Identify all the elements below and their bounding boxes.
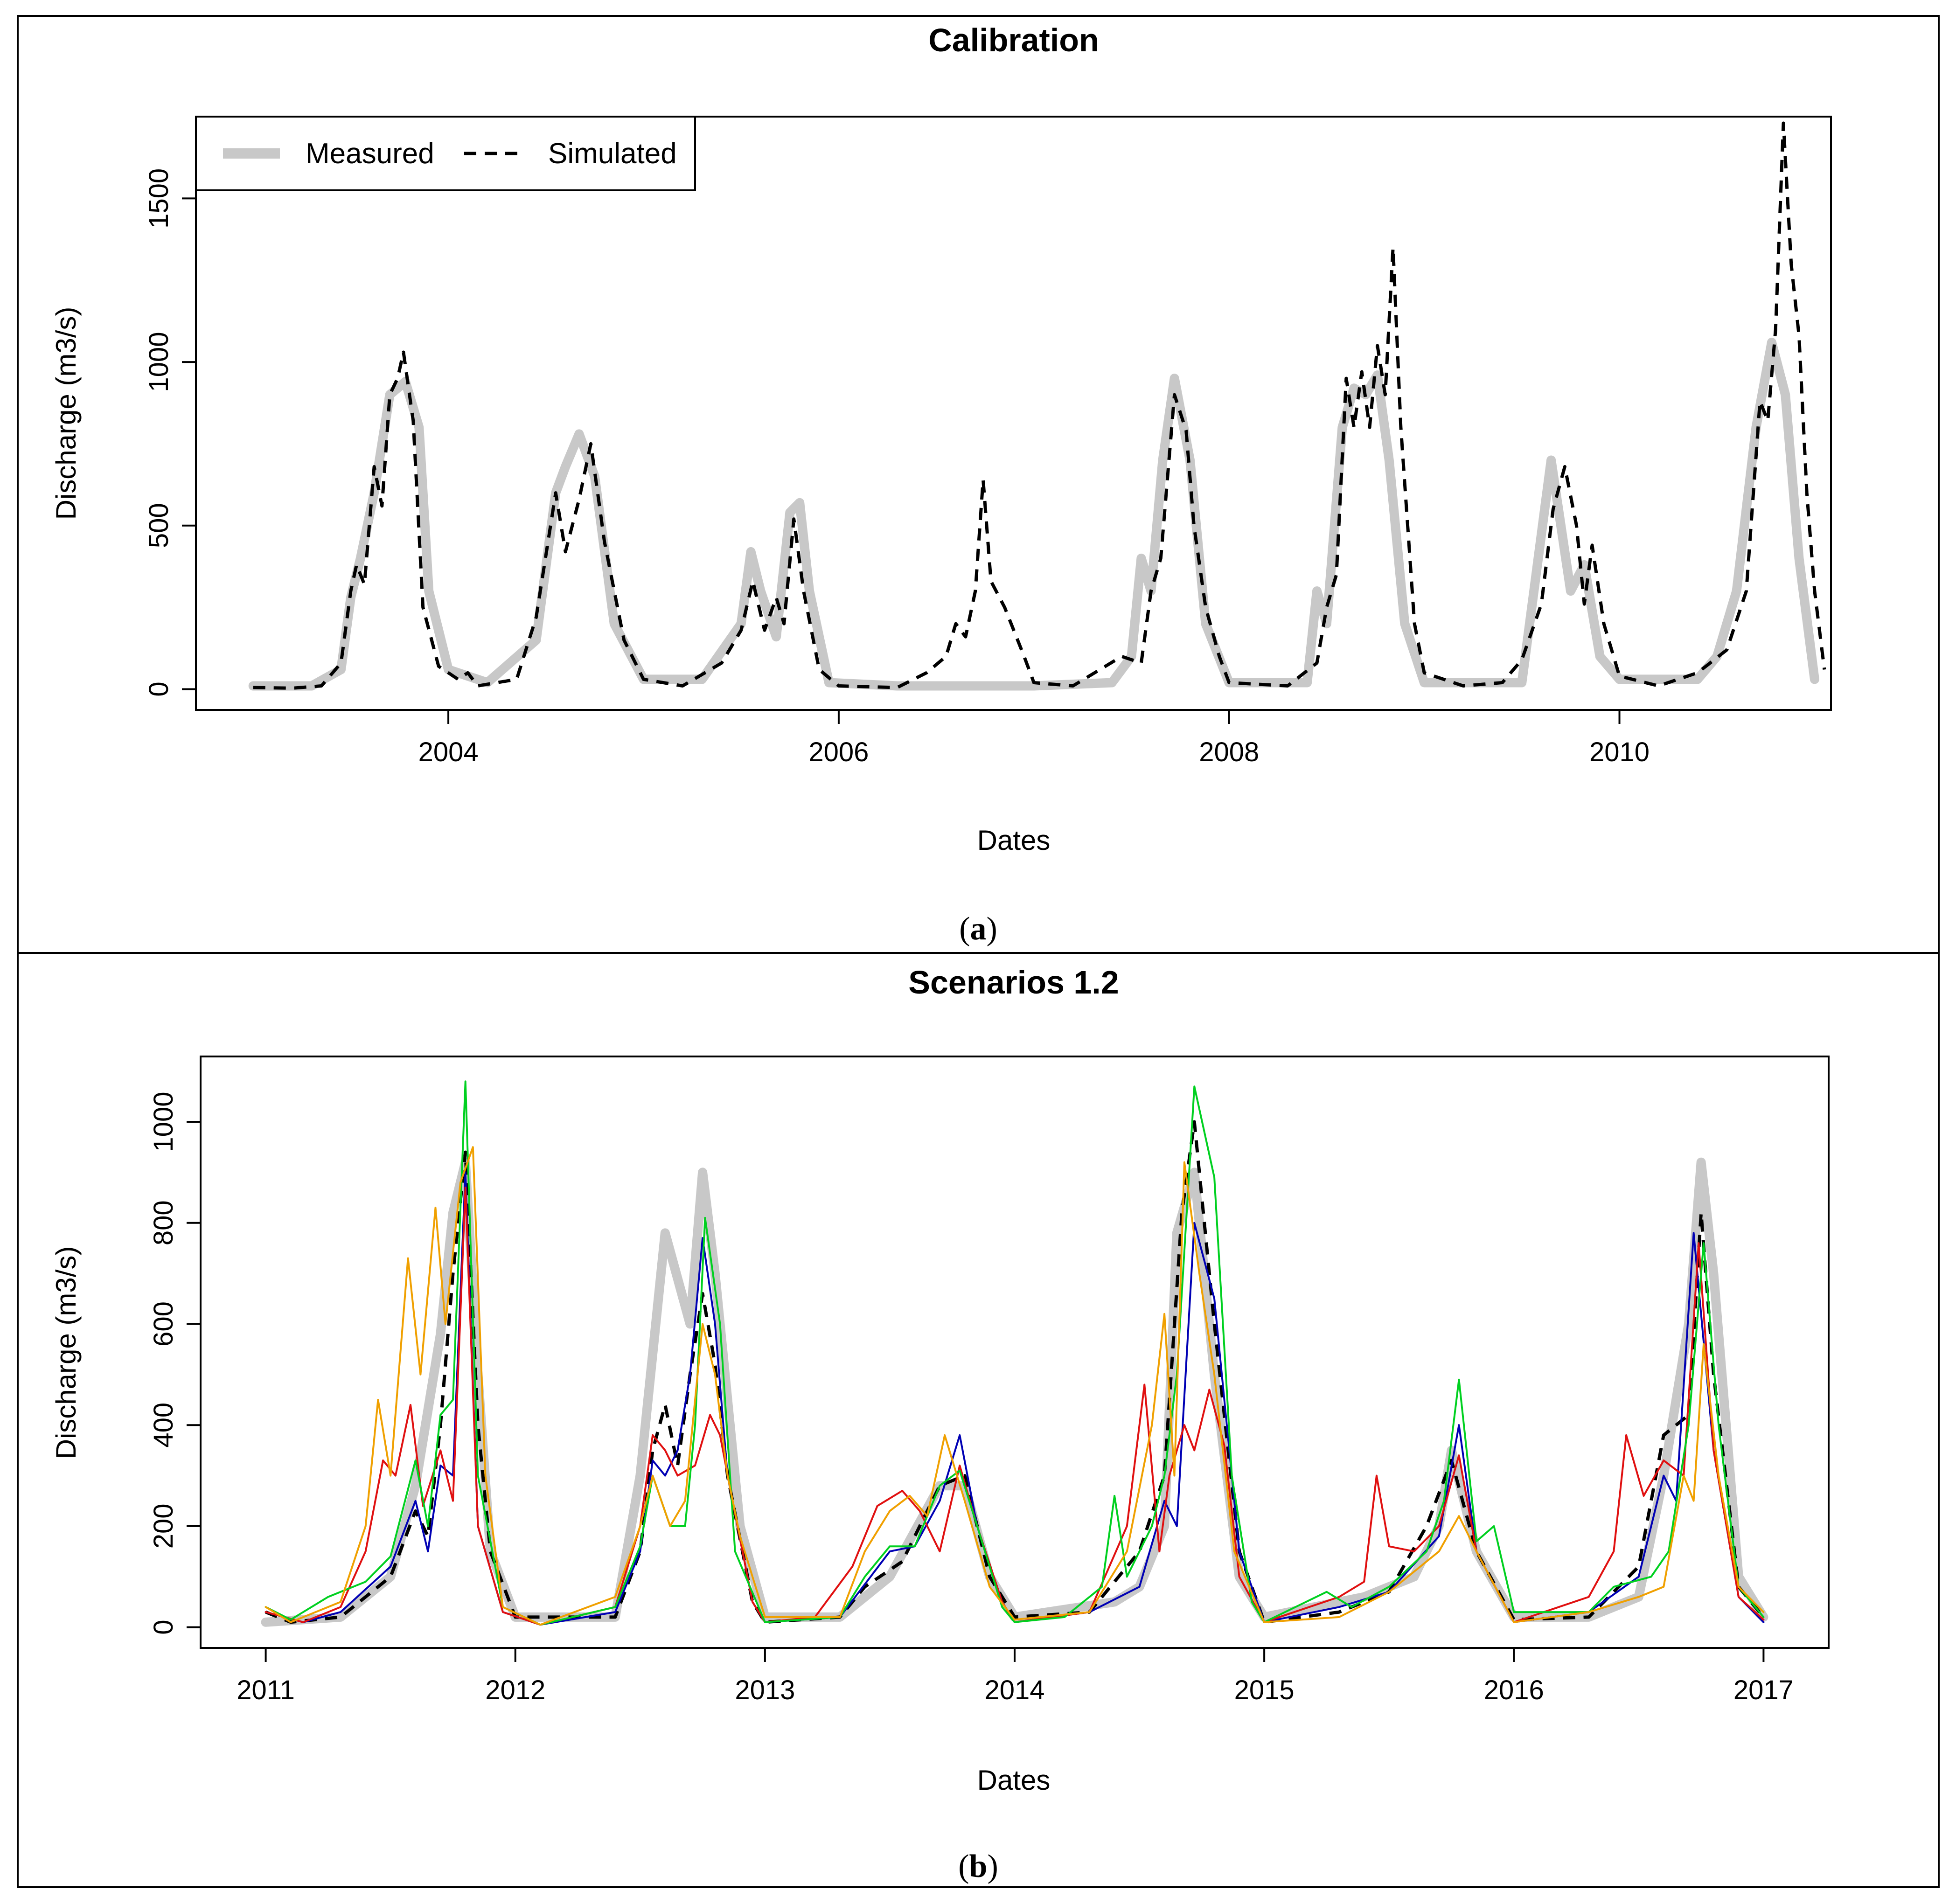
panel-a-plot-frame <box>195 116 1832 711</box>
panel-b-y-tick-label: 600 <box>148 1301 179 1347</box>
panel-b-axes: 2011 2012 2013 2014 2015 2016 2017 0 200 400 600 80… <box>148 1092 1794 1705</box>
panel-b-title: Scenarios 1.2 <box>908 964 1119 1001</box>
panel-a-series-simulated <box>253 121 1826 690</box>
panel-b-x-axis-title: Dates <box>977 1765 1051 1796</box>
panel-a: Calibration 2004 2006 2008 2010 0 500 1000 1500… <box>50 22 1832 947</box>
panel-b-y-tick-label: 400 <box>148 1403 179 1448</box>
panel-b-series-scenario-green <box>265 1080 1765 1626</box>
outer-border <box>17 15 1940 1888</box>
panel-b-y-axis-title: Discharge (m3/s) <box>50 1246 82 1459</box>
panel-a-letter: a <box>970 911 987 947</box>
panel-a-y-axis-title: Discharge (m3/s) <box>50 307 82 520</box>
panel-b-x-tick-label: 2013 <box>735 1675 795 1705</box>
panel-b: Scenarios 1.2 2011 2012 2013 2014 2015 2016 20… <box>50 964 1830 1884</box>
panel-a-x-axis-title: Dates <box>977 825 1051 856</box>
panel-a-x-tick-label: 2008 <box>1199 737 1259 767</box>
panel-b-y-tick-label: 0 <box>148 1619 179 1634</box>
panel-a-y-tick-label: 500 <box>144 503 174 548</box>
panel-b-series-scenario-orange <box>265 1146 1765 1626</box>
panel-b-label: (b) <box>958 1848 998 1884</box>
panel-b-x-tick-label: 2011 <box>237 1675 295 1705</box>
panel-b-y-tick-label: 800 <box>148 1200 179 1245</box>
panel-a-title: Calibration <box>928 22 1099 58</box>
panel-a-x-tick-label: 2010 <box>1589 737 1650 767</box>
panel-b-x-tick-label: 2014 <box>984 1675 1044 1705</box>
panel-b-letter: b <box>969 1848 988 1884</box>
panel-b-x-tick-label: 2016 <box>1484 1675 1544 1705</box>
legend-simulated-label: Simulated <box>548 138 677 170</box>
panel-a-axes: 2004 2006 2008 2010 0 500 1000 1500 <box>144 168 1650 767</box>
panel-b-y-tick-label: 1000 <box>148 1092 179 1152</box>
panel-a-series-measured <box>248 338 1819 691</box>
panel-b-x-tick-label: 2012 <box>485 1675 545 1705</box>
panel-b-series <box>261 1080 1768 1627</box>
panel-a-x-tick-label: 2006 <box>808 737 869 767</box>
panel-a-y-tick-label: 1000 <box>144 332 174 392</box>
panel-b-x-tick-label: 2017 <box>1733 1675 1794 1705</box>
panel-a-legend: Measured Simulated <box>195 116 696 191</box>
panel-a-y-tick-label: 1500 <box>144 168 174 229</box>
panel-b-y-tick-label: 200 <box>148 1504 179 1549</box>
panel-b-x-tick-label: 2015 <box>1234 1675 1295 1705</box>
panel-a-label: (a) <box>959 911 997 947</box>
legend-measured-label: Measured <box>306 138 434 170</box>
panel-a-series <box>248 121 1826 691</box>
panel-a-y-tick-label: 0 <box>144 681 174 696</box>
panel-a-x-tick-label: 2004 <box>418 737 479 767</box>
